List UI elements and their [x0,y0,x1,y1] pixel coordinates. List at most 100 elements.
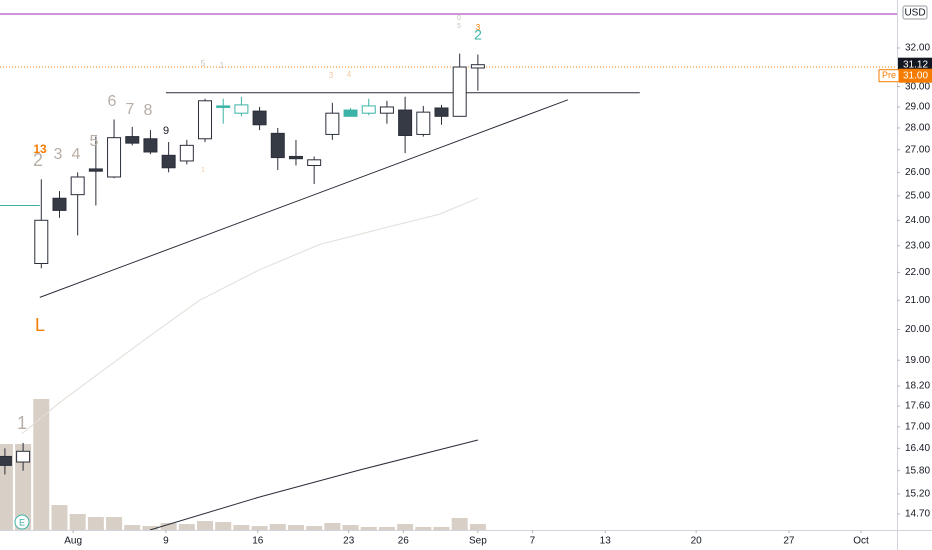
annotation: 3 [54,146,63,163]
x-tick-label: 26 [398,536,410,547]
annotation: 13 [33,142,47,156]
volume-bar [269,524,286,530]
y-tick-label: 25.00 [905,190,930,201]
candle-body [143,138,158,153]
volume-bar [106,517,123,530]
candle-body [398,109,413,137]
volume-bar [87,517,104,530]
candle-body [70,176,85,196]
volume-bar [251,526,268,530]
candle-body [216,105,231,108]
y-tick-label: 15.20 [905,489,930,500]
earnings-icon [14,514,30,530]
candle-body [107,137,122,178]
earnings-marker: E [19,517,25,527]
annotation: 2 [474,27,482,43]
candle-body [288,155,303,160]
volume-bar [69,514,86,530]
annotation: 5 [457,23,461,30]
candle-body [0,455,12,466]
annotation: 5 [201,59,206,68]
volume-bar [197,521,214,530]
pre-market-name: Pre [882,70,896,80]
candle-body [252,110,267,126]
annotation: 5 [90,133,99,150]
x-tick-label: 7 [530,536,536,547]
y-tick-label: 23.00 [905,240,930,251]
volume-bar [306,526,323,530]
candle-body [52,197,67,211]
y-tick-label: 16.40 [905,443,930,454]
volume-bar [287,525,304,530]
annotation: 4 [347,70,352,79]
annotation: 3 [476,23,481,32]
volume-bar [397,524,414,530]
volume-bar [324,523,341,530]
candle-body [125,136,140,144]
currency-box [902,5,928,20]
candle-body [34,219,49,264]
volume-bar [433,527,450,530]
annotation: 2 [33,150,43,170]
pre-market-box [899,68,932,83]
volume-bar [378,527,395,530]
candle-body [325,112,340,135]
x-tick-label: Aug [64,536,82,547]
volume-bar [469,524,486,530]
moving-average [21,197,479,435]
currency-label: USD [904,8,925,19]
y-tick-label: 17.60 [905,401,930,412]
y-tick-label: 15.80 [905,465,930,476]
annotation: 4 [72,146,81,163]
y-tick-label: 22.00 [905,267,930,278]
x-tick-label: 20 [691,536,703,547]
y-tick-label: 24.00 [905,215,930,226]
annotation: 1 [220,61,225,70]
volume-average [149,439,479,531]
x-tick-label: 9 [163,536,169,547]
candle-body [470,64,485,69]
x-tick-label: 23 [343,536,355,547]
x-tick-label: 16 [252,536,264,547]
y-tick-label: 17.00 [905,421,930,432]
annotation: 1 [201,167,205,174]
last-price-box [898,57,932,72]
annotation: 3 [329,71,334,80]
volume-bar [415,527,432,530]
y-tick-label: 18.20 [905,381,930,392]
y-tick-label: 26.00 [905,167,930,178]
trend-line [39,99,569,298]
volume-bar [215,522,232,530]
candle-body [307,159,322,166]
x-tick-label: 13 [600,536,612,547]
y-tick-label: 21.00 [905,295,930,306]
pre-market-label: 31.00 [903,70,928,81]
y-tick-label: 20.00 [905,324,930,335]
annotation: 6 [108,93,117,110]
candle-body [416,111,431,135]
y-tick-label: 28.00 [905,123,930,134]
annotation: 9 [163,125,169,137]
last-price-label: 31.12 [903,59,928,70]
candle-body [161,154,176,169]
candle-body [179,144,194,162]
volume-bar [51,505,68,530]
volume-pane [0,399,486,531]
annotation: 1 [17,413,27,433]
annotation: 0 [457,15,461,22]
annotation: L [35,315,45,335]
volume-bar [233,525,250,530]
candle-body [270,132,285,159]
volume-bar [142,526,159,530]
volume-bar [15,444,32,530]
y-tick-label: 27.00 [905,144,930,155]
volume-bar [342,525,359,530]
y-tick-label: 19.00 [905,355,930,366]
candle-body [434,107,449,117]
x-tick-label: Oct [853,536,869,547]
candle-body [343,109,358,117]
candle-body [361,105,376,114]
